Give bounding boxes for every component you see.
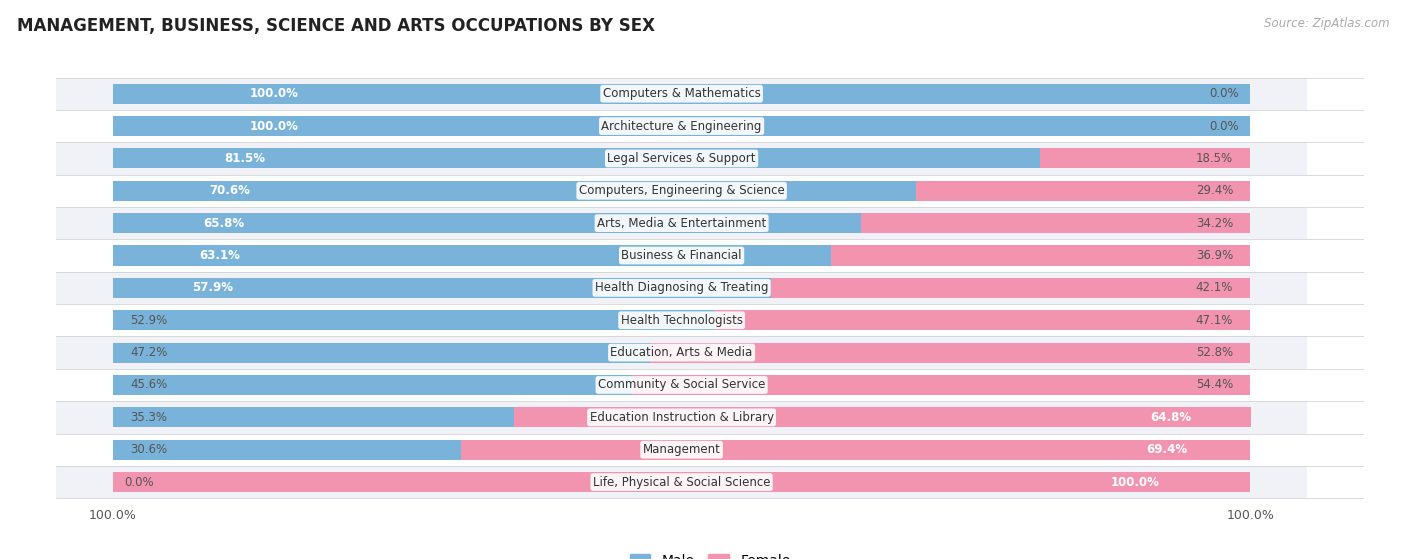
Bar xyxy=(772,278,1250,298)
Text: 47.1%: 47.1% xyxy=(1195,314,1233,327)
Text: 81.5%: 81.5% xyxy=(225,152,266,165)
Bar xyxy=(112,245,831,266)
Text: Arts, Media & Entertainment: Arts, Media & Entertainment xyxy=(598,217,766,230)
Bar xyxy=(112,310,714,330)
Text: Education Instruction & Library: Education Instruction & Library xyxy=(589,411,773,424)
Bar xyxy=(56,434,1308,466)
Bar xyxy=(112,408,515,428)
Bar xyxy=(56,401,1308,434)
Bar xyxy=(112,343,650,363)
Bar xyxy=(915,181,1250,201)
Text: 52.9%: 52.9% xyxy=(131,314,167,327)
Text: Management: Management xyxy=(643,443,720,456)
Bar xyxy=(112,472,1250,492)
Text: 100.0%: 100.0% xyxy=(249,120,298,132)
Bar xyxy=(515,408,1251,428)
Bar xyxy=(56,304,1308,337)
Text: 42.1%: 42.1% xyxy=(1195,281,1233,295)
Bar xyxy=(112,375,631,395)
Bar xyxy=(714,310,1250,330)
Text: Legal Services & Support: Legal Services & Support xyxy=(607,152,756,165)
Text: Business & Financial: Business & Financial xyxy=(621,249,742,262)
Bar xyxy=(631,375,1250,395)
Bar xyxy=(112,116,1250,136)
Text: 100.0%: 100.0% xyxy=(249,87,298,100)
Text: 0.0%: 0.0% xyxy=(125,476,155,489)
Bar xyxy=(56,272,1308,304)
Text: Education, Arts & Media: Education, Arts & Media xyxy=(610,346,752,359)
Text: 0.0%: 0.0% xyxy=(1209,87,1239,100)
Bar xyxy=(112,278,772,298)
Text: Architecture & Engineering: Architecture & Engineering xyxy=(602,120,762,132)
Text: 35.3%: 35.3% xyxy=(131,411,167,424)
Text: Community & Social Service: Community & Social Service xyxy=(598,378,765,391)
Bar xyxy=(56,337,1308,369)
Bar xyxy=(56,466,1308,498)
Bar xyxy=(56,142,1308,174)
Bar xyxy=(112,440,461,459)
Text: Health Technologists: Health Technologists xyxy=(620,314,742,327)
Bar xyxy=(112,84,1250,104)
Text: Computers, Engineering & Science: Computers, Engineering & Science xyxy=(579,184,785,197)
Bar xyxy=(56,174,1308,207)
Bar xyxy=(1040,148,1250,168)
Text: 18.5%: 18.5% xyxy=(1197,152,1233,165)
Text: 47.2%: 47.2% xyxy=(131,346,167,359)
Text: 54.4%: 54.4% xyxy=(1197,378,1233,391)
Bar xyxy=(650,343,1250,363)
Text: 52.8%: 52.8% xyxy=(1197,346,1233,359)
Text: 57.9%: 57.9% xyxy=(193,281,233,295)
Bar xyxy=(56,110,1308,142)
Text: 30.6%: 30.6% xyxy=(131,443,167,456)
Text: 65.8%: 65.8% xyxy=(202,217,245,230)
Text: 69.4%: 69.4% xyxy=(1146,443,1187,456)
Bar xyxy=(862,213,1250,233)
Legend: Male, Female: Male, Female xyxy=(624,548,796,559)
Bar xyxy=(56,239,1308,272)
Text: 64.8%: 64.8% xyxy=(1150,411,1191,424)
Text: 45.6%: 45.6% xyxy=(131,378,167,391)
Bar xyxy=(112,213,862,233)
Text: Health Diagnosing & Treating: Health Diagnosing & Treating xyxy=(595,281,768,295)
Text: Source: ZipAtlas.com: Source: ZipAtlas.com xyxy=(1264,17,1389,30)
Text: 0.0%: 0.0% xyxy=(1209,120,1239,132)
Text: 70.6%: 70.6% xyxy=(209,184,250,197)
Bar xyxy=(56,369,1308,401)
Text: 34.2%: 34.2% xyxy=(1197,217,1233,230)
Bar xyxy=(461,440,1250,459)
Text: 100.0%: 100.0% xyxy=(1111,476,1159,489)
Text: 63.1%: 63.1% xyxy=(200,249,240,262)
Text: MANAGEMENT, BUSINESS, SCIENCE AND ARTS OCCUPATIONS BY SEX: MANAGEMENT, BUSINESS, SCIENCE AND ARTS O… xyxy=(17,17,655,35)
Text: 36.9%: 36.9% xyxy=(1197,249,1233,262)
Text: Life, Physical & Social Science: Life, Physical & Social Science xyxy=(593,476,770,489)
Bar xyxy=(56,207,1308,239)
Bar xyxy=(831,245,1250,266)
Text: 29.4%: 29.4% xyxy=(1195,184,1233,197)
Bar xyxy=(112,148,1040,168)
Bar xyxy=(56,78,1308,110)
Text: Computers & Mathematics: Computers & Mathematics xyxy=(603,87,761,100)
Bar xyxy=(112,181,915,201)
